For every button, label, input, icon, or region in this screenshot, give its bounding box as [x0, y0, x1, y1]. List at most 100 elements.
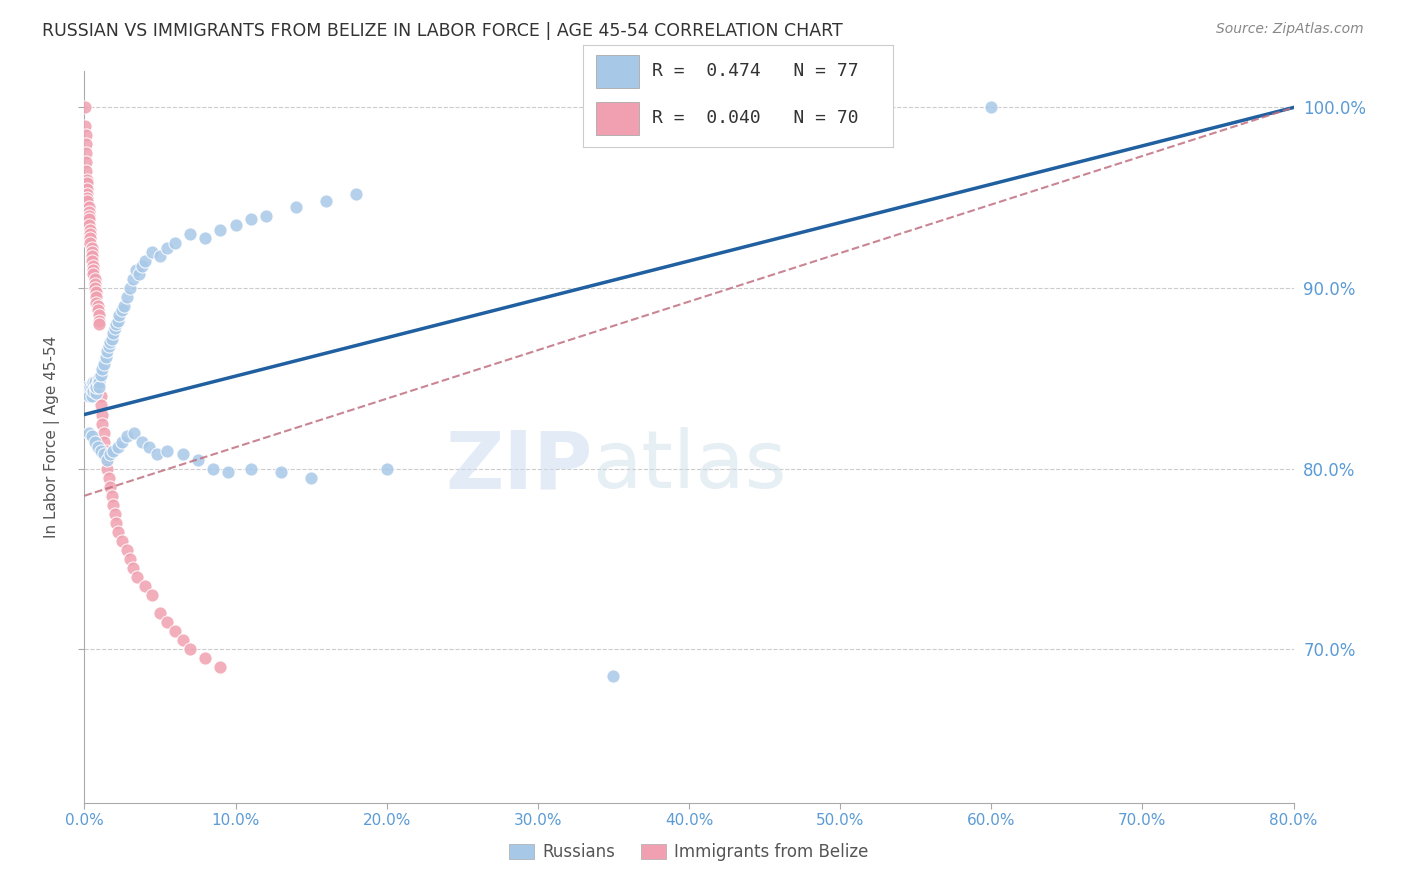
Point: [77, 218, 100, 232]
Point: [346, 187, 368, 202]
Point: [82, 375, 104, 389]
Point: [299, 471, 322, 485]
Point: [225, 218, 247, 232]
Point: [108, 308, 131, 322]
Point: [80, 429, 103, 443]
Point: [79, 227, 101, 241]
Text: R =  0.474   N = 77: R = 0.474 N = 77: [651, 62, 858, 80]
Point: [121, 561, 143, 575]
Legend: Russians, Immigrants from Belize: Russians, Immigrants from Belize: [503, 837, 875, 868]
Point: [115, 429, 138, 443]
Point: [239, 461, 262, 475]
Point: [79, 380, 101, 394]
Point: [179, 642, 201, 657]
Point: [96, 344, 118, 359]
Point: [209, 660, 232, 674]
Point: [602, 669, 624, 683]
Point: [165, 624, 187, 639]
Point: [75, 145, 97, 160]
Point: [128, 267, 150, 281]
Point: [77, 209, 100, 223]
Point: [254, 209, 277, 223]
Point: [179, 227, 201, 241]
Point: [101, 326, 124, 341]
Point: [91, 408, 114, 422]
Point: [105, 317, 128, 331]
Point: [112, 299, 135, 313]
Point: [118, 552, 141, 566]
Point: [105, 516, 128, 530]
Point: [89, 308, 111, 322]
Point: [82, 384, 104, 398]
Point: [87, 302, 110, 317]
Point: [79, 235, 101, 250]
Point: [91, 362, 114, 376]
Point: [84, 375, 107, 389]
Point: [285, 200, 308, 214]
Point: [122, 425, 145, 440]
Text: ZIP: ZIP: [444, 427, 592, 506]
Point: [93, 434, 115, 449]
Point: [141, 588, 163, 602]
Point: [118, 281, 141, 295]
Point: [82, 267, 104, 281]
Point: [980, 100, 1002, 114]
Point: [84, 434, 107, 449]
Point: [138, 440, 160, 454]
Point: [115, 290, 138, 304]
Point: [146, 447, 169, 461]
Point: [76, 172, 98, 186]
Point: [77, 425, 100, 440]
Text: RUSSIAN VS IMMIGRANTS FROM BELIZE IN LABOR FORCE | AGE 45-54 CORRELATION CHART: RUSSIAN VS IMMIGRANTS FROM BELIZE IN LAB…: [42, 22, 844, 40]
Point: [89, 371, 111, 385]
Point: [194, 230, 217, 244]
Point: [217, 465, 239, 479]
Point: [76, 380, 98, 394]
Point: [82, 260, 104, 274]
Point: [96, 452, 118, 467]
Point: [90, 399, 112, 413]
Point: [104, 507, 127, 521]
Point: [156, 443, 179, 458]
Point: [77, 389, 100, 403]
Point: [87, 440, 110, 454]
Point: [93, 425, 115, 440]
Point: [89, 317, 111, 331]
Point: [96, 461, 118, 475]
Point: [156, 241, 179, 255]
Point: [149, 249, 172, 263]
Text: R =  0.040   N = 70: R = 0.040 N = 70: [651, 110, 858, 128]
Point: [90, 443, 112, 458]
Y-axis label: In Labor Force | Age 45-54: In Labor Force | Age 45-54: [44, 336, 60, 538]
Text: Source: ZipAtlas.com: Source: ZipAtlas.com: [1216, 22, 1364, 37]
Point: [79, 230, 101, 244]
Point: [115, 543, 138, 558]
Point: [76, 187, 98, 202]
Point: [101, 443, 124, 458]
Point: [107, 440, 129, 454]
Text: atlas: atlas: [592, 427, 786, 506]
Point: [172, 447, 194, 461]
Point: [111, 533, 134, 548]
Point: [91, 417, 114, 431]
Point: [76, 182, 98, 196]
FancyBboxPatch shape: [596, 55, 640, 87]
Point: [165, 235, 187, 250]
Point: [75, 154, 97, 169]
Point: [80, 380, 103, 394]
Point: [82, 263, 104, 277]
Point: [75, 128, 97, 142]
Point: [107, 524, 129, 539]
Point: [194, 651, 217, 665]
Point: [89, 375, 111, 389]
Point: [84, 281, 107, 295]
Point: [84, 277, 107, 292]
Point: [76, 177, 98, 191]
Point: [75, 136, 97, 151]
Point: [111, 302, 134, 317]
Point: [111, 434, 134, 449]
Point: [98, 335, 121, 350]
Point: [172, 633, 194, 648]
Point: [75, 119, 97, 133]
Point: [84, 272, 107, 286]
